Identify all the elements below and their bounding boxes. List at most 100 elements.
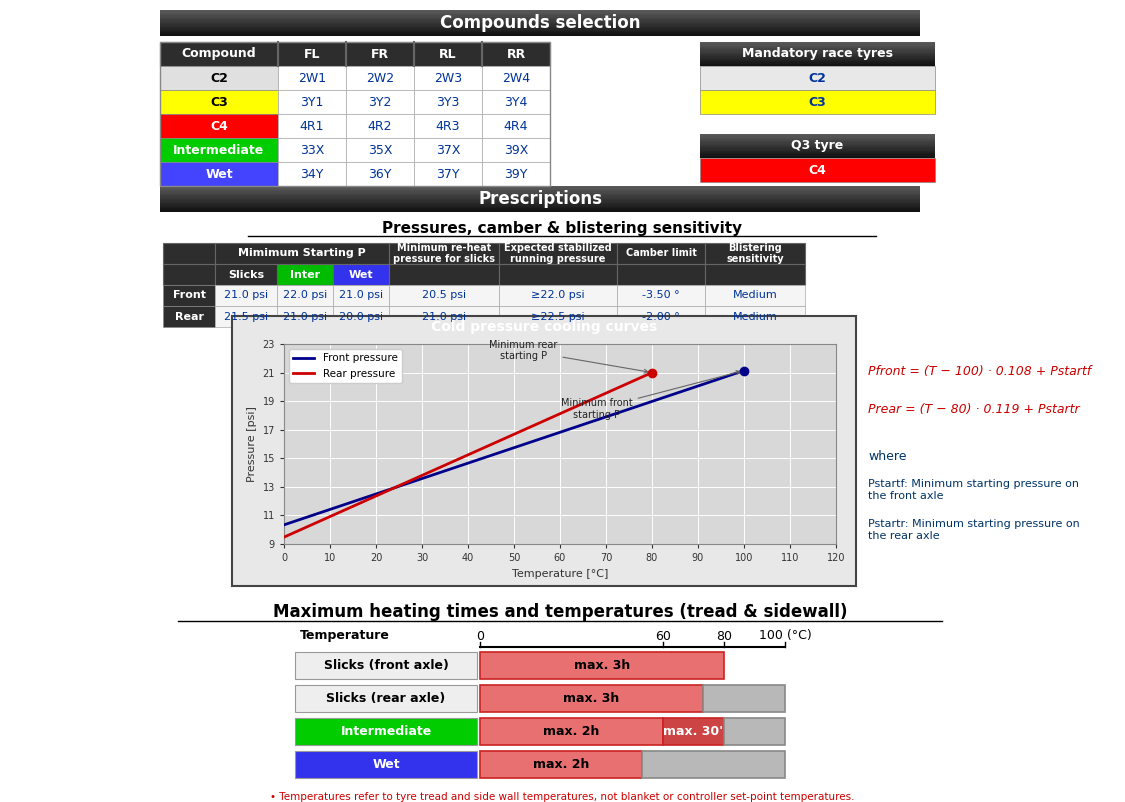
Bar — [160, 15, 920, 17]
Bar — [160, 19, 920, 20]
Bar — [616, 306, 705, 327]
Bar — [160, 28, 920, 30]
Text: Q3 tyre: Q3 tyre — [791, 140, 844, 152]
Bar — [500, 243, 616, 264]
Bar — [160, 209, 920, 211]
Bar — [700, 42, 935, 43]
Bar — [215, 264, 277, 285]
Text: C4: C4 — [809, 164, 827, 176]
Bar — [160, 13, 920, 14]
Bar — [700, 53, 935, 54]
Bar — [160, 200, 920, 201]
Bar — [389, 306, 500, 327]
Bar — [700, 59, 935, 60]
Bar — [414, 162, 482, 186]
Text: 33X: 33X — [299, 144, 324, 156]
Text: -2.00 °: -2.00 ° — [642, 311, 680, 322]
Bar — [232, 337, 856, 338]
Bar — [482, 162, 550, 186]
Bar — [616, 264, 705, 285]
Bar — [232, 330, 856, 331]
Bar — [232, 327, 856, 328]
Bar — [160, 30, 920, 32]
Bar — [480, 718, 663, 745]
Bar — [480, 751, 641, 778]
Bar — [703, 685, 785, 712]
Text: Mandatory race tyres: Mandatory race tyres — [742, 47, 893, 60]
Bar — [160, 186, 920, 188]
Text: Medium: Medium — [732, 290, 777, 301]
Text: Mimimum Starting P: Mimimum Starting P — [238, 249, 366, 258]
Bar — [160, 196, 920, 198]
Text: Wet: Wet — [349, 269, 374, 280]
Text: where: where — [868, 449, 907, 463]
Bar — [346, 66, 414, 90]
Text: Slicks (front axle): Slicks (front axle) — [324, 659, 449, 672]
Bar — [160, 192, 920, 194]
Text: Inter: Inter — [290, 269, 321, 280]
Bar — [700, 60, 935, 61]
Bar — [700, 48, 935, 49]
Text: 2W3: 2W3 — [434, 71, 462, 84]
Bar — [295, 685, 477, 712]
Bar — [724, 718, 785, 745]
Bar — [278, 42, 346, 66]
Bar — [616, 243, 705, 264]
Bar — [278, 90, 346, 114]
Text: ≥22.5 psi: ≥22.5 psi — [531, 311, 585, 322]
Text: 21.5 psi: 21.5 psi — [224, 311, 268, 322]
Bar — [232, 326, 856, 327]
Bar — [700, 153, 935, 155]
Bar — [346, 42, 414, 66]
Text: Pstartr: Minimum starting pressure on
the rear axle: Pstartr: Minimum starting pressure on th… — [868, 519, 1080, 541]
Bar — [700, 61, 935, 63]
Bar — [482, 66, 550, 90]
Bar — [160, 205, 920, 207]
Text: C2: C2 — [809, 71, 827, 84]
Bar — [232, 333, 856, 334]
Bar — [700, 54, 935, 55]
Bar — [277, 306, 333, 327]
Text: Cold pressure cooling curves: Cold pressure cooling curves — [431, 320, 657, 334]
Text: 21.0 psi: 21.0 psi — [284, 311, 327, 322]
Text: Wet: Wet — [205, 168, 233, 180]
Bar — [500, 264, 616, 285]
Bar — [414, 90, 482, 114]
Bar — [160, 42, 278, 66]
Bar — [700, 155, 935, 156]
Bar — [500, 285, 616, 306]
Text: 0: 0 — [476, 630, 484, 642]
Text: 3Y1: 3Y1 — [300, 95, 324, 108]
Bar — [482, 42, 550, 66]
Bar — [705, 285, 806, 306]
Y-axis label: Pressure [psi]: Pressure [psi] — [248, 406, 256, 482]
Bar — [700, 51, 935, 53]
Bar — [160, 11, 920, 13]
Text: max. 3h: max. 3h — [574, 659, 630, 672]
Bar — [232, 318, 856, 319]
Bar — [346, 114, 414, 138]
Bar — [278, 138, 346, 162]
Text: 3Y2: 3Y2 — [368, 95, 391, 108]
Text: Camber limit: Camber limit — [626, 249, 696, 258]
Bar — [700, 49, 935, 51]
X-axis label: Temperature [°C]: Temperature [°C] — [512, 569, 609, 578]
Text: C3: C3 — [809, 95, 827, 108]
Bar — [232, 328, 856, 329]
Text: 2W2: 2W2 — [366, 71, 394, 84]
Bar — [700, 152, 935, 153]
Text: FL: FL — [304, 47, 321, 60]
Bar — [480, 652, 724, 679]
Text: RL: RL — [439, 47, 457, 60]
Bar — [414, 42, 482, 66]
Bar — [700, 148, 935, 150]
Bar — [295, 718, 477, 745]
Text: Slicks (rear axle): Slicks (rear axle) — [326, 692, 446, 705]
Text: Minimum rear
starting P: Minimum rear starting P — [489, 339, 648, 373]
Text: Rear: Rear — [174, 311, 204, 322]
Text: 37X: 37X — [435, 144, 460, 156]
Bar — [160, 42, 550, 186]
Bar — [160, 14, 920, 15]
Bar — [160, 17, 920, 18]
Text: Expected stabilized
running pressure: Expected stabilized running pressure — [504, 243, 612, 265]
